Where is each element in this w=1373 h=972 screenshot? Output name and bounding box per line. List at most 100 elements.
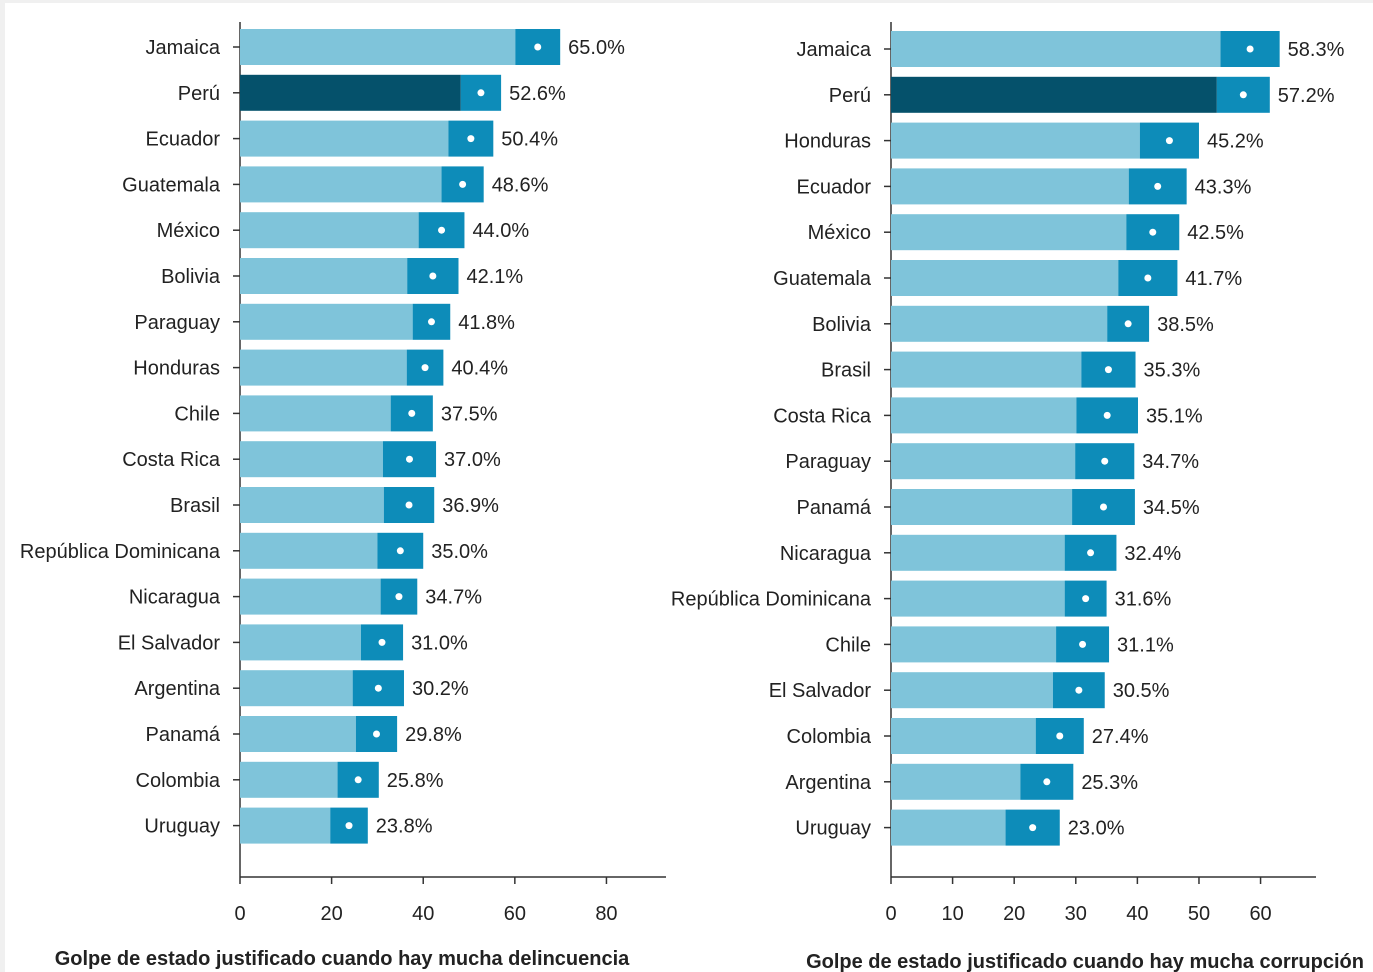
delincuencia-value-label: 40.4% xyxy=(451,358,508,380)
corrupcion-point-nicaragua xyxy=(1087,549,1095,557)
delincuencia-point-nicaragua xyxy=(395,593,403,601)
corrupcion-value-label: 23.0% xyxy=(1068,818,1125,840)
corrupcion-point-guatemala xyxy=(1144,274,1152,282)
corrupcion-bar-guatemala xyxy=(891,260,1119,296)
corrupcion-country-label: Jamaica xyxy=(797,39,872,61)
corrupcion-bar-honduras xyxy=(891,122,1140,159)
corrupcion-bar-uruguay xyxy=(891,809,1006,846)
delincuencia-country-label: Jamaica xyxy=(146,37,221,59)
delincuencia-country-label: Argentina xyxy=(134,678,220,700)
delincuencia-value-label: 52.6% xyxy=(509,83,566,105)
delincuencia-bar-ecuador xyxy=(240,120,449,157)
corrupcion-value-label: 41.7% xyxy=(1185,268,1242,290)
corrupcion-value-label: 25.3% xyxy=(1081,772,1138,794)
corrupcion-country-label: Paraguay xyxy=(785,451,871,473)
delincuencia-value-label: 65.0% xyxy=(568,37,625,59)
corrupcion-x-tick-label: 60 xyxy=(1249,903,1271,925)
delincuencia-bar-paraguay xyxy=(240,303,413,340)
corrupcion-bar-el-salvador xyxy=(891,672,1053,709)
corrupcion-bar-chile xyxy=(891,626,1057,663)
corrupcion-value-label: 35.3% xyxy=(1144,360,1201,382)
delincuencia-value-label: 44.0% xyxy=(472,220,529,242)
delincuencia-x-axis-title: Golpe de estado justificado cuando hay m… xyxy=(55,948,630,970)
delincuencia-point-costa-rica xyxy=(405,455,413,463)
delincuencia-point-argentina xyxy=(374,684,382,692)
corrupcion-bar-bolivia xyxy=(891,305,1108,342)
corrupcion-bar-panama xyxy=(891,489,1073,525)
corrupcion-bar-peru xyxy=(891,76,1217,113)
corrupcion-point-chile xyxy=(1079,640,1087,648)
delincuencia-value-label: 30.2% xyxy=(412,678,469,700)
corrupcion-country-label: Bolivia xyxy=(812,314,872,336)
delincuencia-panel: 0 20 40 60 80 Jamaica 65.0% Perú 52.6% Ecuador 50.… xyxy=(20,22,666,970)
delincuencia-point-panama xyxy=(373,730,381,738)
corrupcion-bar-costa-rica xyxy=(891,397,1077,434)
delincuencia-bar-honduras xyxy=(240,349,407,386)
delincuencia-bar-panama xyxy=(240,716,356,752)
chart-background xyxy=(5,3,1373,972)
corrupcion-country-label: Brasil xyxy=(821,360,871,382)
corrupcion-country-label: Panamá xyxy=(797,497,872,519)
delincuencia-point-ecuador xyxy=(467,135,475,143)
delincuencia-country-label: Guatemala xyxy=(122,174,221,196)
delincuencia-bar-nicaragua xyxy=(240,578,381,615)
delincuencia-point-uruguay xyxy=(345,822,353,830)
delincuencia-point-jamaica xyxy=(534,43,542,51)
corrupcion-value-label: 32.4% xyxy=(1124,543,1181,565)
delincuencia-value-label: 50.4% xyxy=(501,129,558,151)
corrupcion-value-label: 57.2% xyxy=(1278,85,1335,107)
delincuencia-point-republica-dominicana xyxy=(396,547,404,555)
corrupcion-value-label: 58.3% xyxy=(1288,39,1345,61)
corrupcion-country-label: Ecuador xyxy=(797,176,872,198)
delincuencia-point-peru xyxy=(477,89,485,97)
delincuencia-x-tick-label: 80 xyxy=(595,903,617,925)
delincuencia-bar-guatemala xyxy=(240,166,442,203)
delincuencia-country-label: Colombia xyxy=(136,770,221,792)
corrupcion-country-label: Uruguay xyxy=(795,818,871,840)
corrupcion-point-jamaica xyxy=(1246,45,1254,53)
delincuencia-point-brasil xyxy=(405,501,413,509)
delincuencia-value-label: 37.5% xyxy=(441,403,498,425)
corrupcion-point-bolivia xyxy=(1124,320,1132,328)
corrupcion-x-tick-label: 10 xyxy=(941,903,963,925)
corrupcion-x-tick-label: 40 xyxy=(1126,903,1148,925)
delincuencia-value-label: 35.0% xyxy=(431,541,488,563)
corrupcion-x-tick-label: 20 xyxy=(1003,903,1025,925)
delincuencia-country-label: República Dominicana xyxy=(20,541,221,563)
delincuencia-bar-costa-rica xyxy=(240,441,383,478)
delincuencia-country-label: Chile xyxy=(174,403,220,425)
corrupcion-value-label: 31.6% xyxy=(1115,589,1172,611)
corrupcion-country-label: Nicaragua xyxy=(780,543,872,565)
corrupcion-bar-mexico xyxy=(891,214,1127,251)
delincuencia-value-label: 41.8% xyxy=(458,312,515,334)
delincuencia-value-label: 25.8% xyxy=(387,770,444,792)
delincuencia-point-el-salvador xyxy=(378,638,386,646)
corrupcion-point-colombia xyxy=(1056,732,1064,740)
corrupcion-country-label: Argentina xyxy=(785,772,871,794)
corrupcion-value-label: 35.1% xyxy=(1146,405,1203,427)
delincuencia-point-bolivia xyxy=(429,272,437,280)
delincuencia-country-label: Panamá xyxy=(146,724,221,746)
corrupcion-country-label: Costa Rica xyxy=(773,405,872,427)
delincuencia-value-label: 48.6% xyxy=(492,174,549,196)
corrupcion-country-label: Perú xyxy=(829,85,871,107)
delincuencia-country-label: Perú xyxy=(178,83,220,105)
corrupcion-country-label: Colombia xyxy=(787,726,872,748)
delincuencia-value-label: 23.8% xyxy=(376,816,433,838)
corrupcion-point-el-salvador xyxy=(1075,686,1083,694)
corrupcion-value-label: 45.2% xyxy=(1207,131,1264,153)
delincuencia-country-label: Ecuador xyxy=(146,129,221,151)
corrupcion-bar-jamaica xyxy=(891,31,1221,67)
delincuencia-country-label: Brasil xyxy=(170,495,220,517)
corrupcion-point-paraguay xyxy=(1101,457,1109,465)
corrupcion-x-tick-label: 50 xyxy=(1188,903,1210,925)
delincuencia-bar-argentina xyxy=(240,670,353,707)
corrupcion-value-label: 43.3% xyxy=(1195,176,1252,198)
delincuencia-bar-bolivia xyxy=(240,258,408,294)
corrupcion-point-costa-rica xyxy=(1103,411,1111,419)
corrupcion-point-mexico xyxy=(1149,228,1157,236)
corrupcion-value-label: 34.5% xyxy=(1143,497,1200,519)
delincuencia-bar-jamaica xyxy=(240,29,516,65)
corrupcion-bar-ecuador xyxy=(891,168,1129,205)
